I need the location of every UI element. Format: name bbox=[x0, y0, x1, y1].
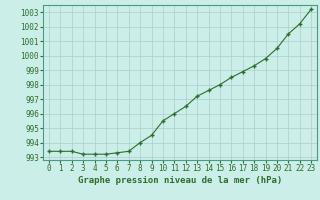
X-axis label: Graphe pression niveau de la mer (hPa): Graphe pression niveau de la mer (hPa) bbox=[78, 176, 282, 185]
